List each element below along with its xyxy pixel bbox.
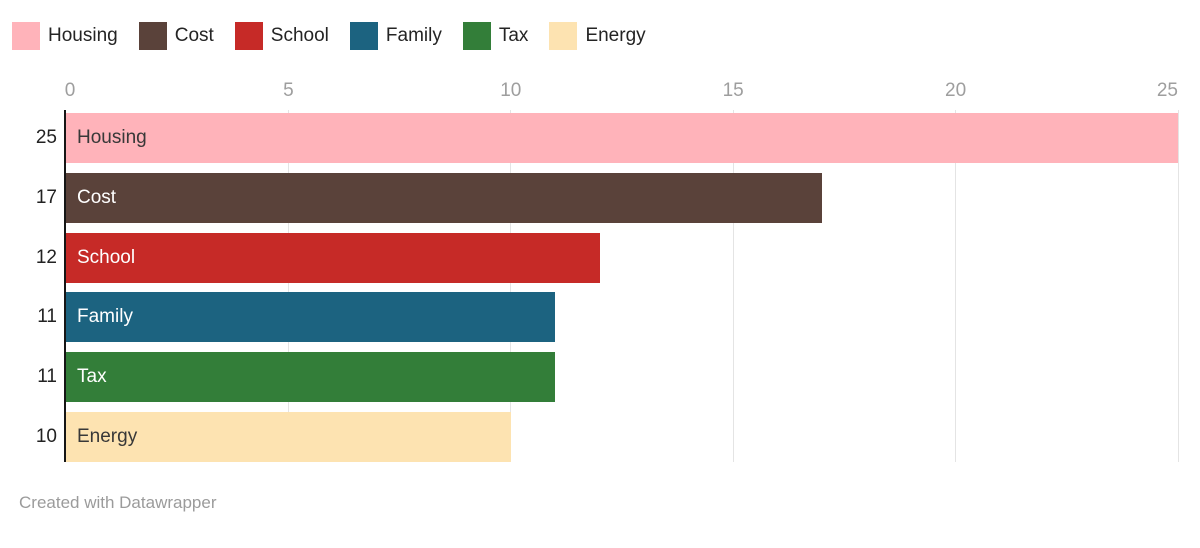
bar-value-label: 17 <box>35 186 57 208</box>
legend-swatch <box>349 22 378 50</box>
legend-swatch <box>462 22 491 50</box>
bar-value-label: 11 <box>37 366 57 388</box>
gridline <box>287 110 289 462</box>
legend-label: Family <box>385 25 442 46</box>
bar <box>66 113 1178 163</box>
legend-swatch <box>234 22 263 50</box>
x-axis-tick-label: 0 <box>64 80 76 101</box>
bar <box>66 232 600 283</box>
legend-item: School <box>234 22 329 50</box>
bar <box>66 172 823 223</box>
bar-row: 12 School <box>0 232 1200 283</box>
bar-row: 11 Tax <box>0 352 1200 403</box>
bar-category-label: Tax <box>77 366 107 388</box>
legend-label: School <box>270 25 329 46</box>
bar-category-label: Family <box>77 306 133 328</box>
legend-item: Cost <box>138 22 214 50</box>
bar-row: 11 Family <box>0 292 1200 343</box>
legend-item: Energy <box>549 22 646 50</box>
bar-value-label: 11 <box>37 306 57 328</box>
x-axis-tick-label: 20 <box>945 80 967 101</box>
bar <box>66 412 511 462</box>
legend-label: Tax <box>498 25 529 46</box>
bar-value-label: 10 <box>35 426 57 447</box>
bar-row: 10 Energy <box>0 412 1200 462</box>
legend-label: Energy <box>585 25 646 46</box>
bar <box>66 352 556 403</box>
datawrapper-credit-link[interactable]: Created with Datawrapper <box>19 493 217 512</box>
legend-item: Housing <box>12 22 118 50</box>
bar <box>66 292 556 343</box>
legend-swatch <box>138 22 167 50</box>
gridline <box>510 110 512 462</box>
bar-row: 17 Cost <box>0 172 1200 223</box>
y-axis-baseline <box>64 110 66 462</box>
legend-label: Housing <box>48 25 118 46</box>
bar-category-label: School <box>77 246 136 268</box>
legend-swatch <box>12 22 40 50</box>
legend-item: Family <box>349 22 442 50</box>
x-axis-tick-label: 5 <box>283 80 294 101</box>
legend-label: Cost <box>174 25 214 46</box>
gridline <box>955 110 957 462</box>
chart-legend: Housing Cost School Family Tax Energy <box>12 22 646 50</box>
x-axis-tick-label: 15 <box>722 80 744 101</box>
x-axis-tick-label: 25 <box>1156 80 1178 101</box>
legend-swatch <box>549 22 578 50</box>
legend-item: Tax <box>462 22 529 50</box>
x-axis-tick-label: 10 <box>500 80 522 101</box>
bar-category-label: Housing <box>77 127 147 148</box>
bar-value-label: 12 <box>35 246 57 268</box>
bar-category-label: Energy <box>77 426 138 447</box>
gridline <box>732 110 734 462</box>
gridline <box>1177 110 1179 462</box>
bar-value-label: 25 <box>35 127 57 148</box>
bar-row: 25 Housing <box>0 113 1200 163</box>
bar-category-label: Cost <box>77 186 117 208</box>
